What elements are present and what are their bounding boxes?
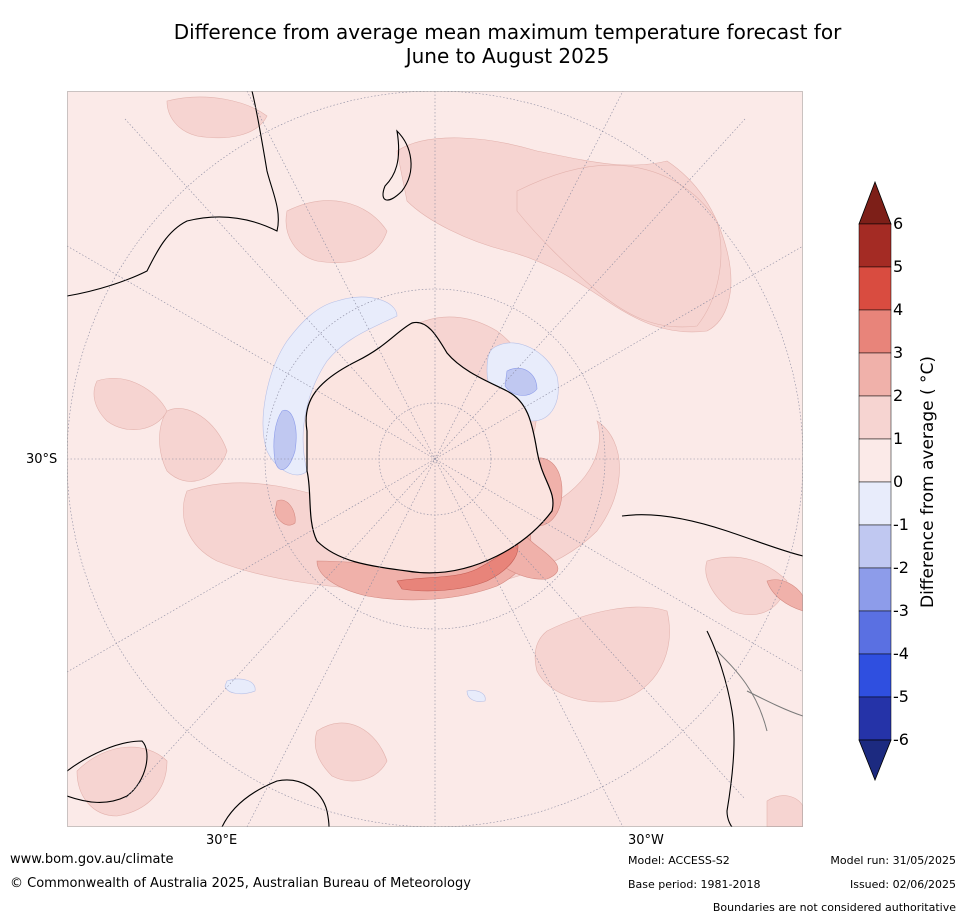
- colorbar-tick-label: -5: [893, 687, 909, 706]
- antarctica-coastline: [305, 321, 554, 574]
- map-panel: [67, 91, 803, 827]
- map-title: Difference from average mean maximum tem…: [100, 20, 915, 68]
- disclaimer-text: Boundaries are not considered authoritat…: [712, 901, 956, 914]
- title-line-1: Difference from average mean maximum tem…: [173, 20, 842, 44]
- colorbar-segment: [858, 352, 892, 397]
- colorbar-tick-label: 5: [893, 257, 904, 276]
- colorbar-tick-label: 4: [893, 300, 904, 319]
- colorbar-tick-label: 1: [893, 429, 904, 448]
- colorbar-tick-label: -2: [893, 558, 909, 577]
- colorbar-tick-label: -6: [893, 730, 909, 749]
- colorbar-segment: [858, 438, 892, 483]
- colorbar-tick-label: -1: [893, 515, 909, 534]
- colorbar-segment: [858, 395, 892, 440]
- latitude-label-30s: 30°S: [26, 452, 58, 467]
- colorbar-segment: [858, 696, 892, 741]
- colorbar-tick-label: 6: [893, 214, 904, 233]
- anomaly-neg-1-2: [273, 367, 538, 470]
- longitude-label-30e: 30°E: [206, 833, 238, 848]
- colorbar-segment: [858, 266, 892, 311]
- model-run-text: Model run: 31/05/2025: [830, 854, 956, 867]
- copyright-text: © Commonwealth of Australia 2025, Austra…: [10, 876, 471, 891]
- colorbar-extend-high: [858, 180, 892, 225]
- colorbar-segments: [858, 223, 892, 741]
- colorbar-segment: [858, 610, 892, 655]
- title-line-2: June to August 2025: [405, 44, 610, 68]
- colorbar-segment: [858, 567, 892, 612]
- colorbar-segment: [858, 309, 892, 354]
- colorbar-extend-low: [858, 739, 892, 782]
- website-url[interactable]: www.bom.gov.au/climate: [10, 852, 174, 867]
- colorbar-title: Difference from average ( °C): [918, 355, 938, 609]
- colorbar-tick-label: -3: [893, 601, 909, 620]
- colorbar-tick-label: 3: [893, 343, 904, 362]
- model-text: Model: ACCESS-S2: [628, 854, 730, 867]
- country-boundaries: [716, 650, 803, 732]
- colorbar-tick-label: -4: [893, 644, 909, 663]
- longitude-label-30w: 30°W: [628, 833, 664, 848]
- base-period-text: Base period: 1981-2018: [628, 878, 761, 891]
- colorbar-segment: [858, 481, 892, 526]
- graticule: [67, 91, 803, 827]
- continent-outlines: [67, 91, 803, 827]
- issued-text: Issued: 02/06/2025: [849, 878, 956, 891]
- colorbar-tick-label: 2: [893, 386, 904, 405]
- colorbar: [858, 180, 892, 782]
- colorbar-tick-label: 0: [893, 472, 904, 491]
- colorbar-segment: [858, 223, 892, 268]
- colorbar-segment: [858, 653, 892, 698]
- colorbar-segment: [858, 524, 892, 569]
